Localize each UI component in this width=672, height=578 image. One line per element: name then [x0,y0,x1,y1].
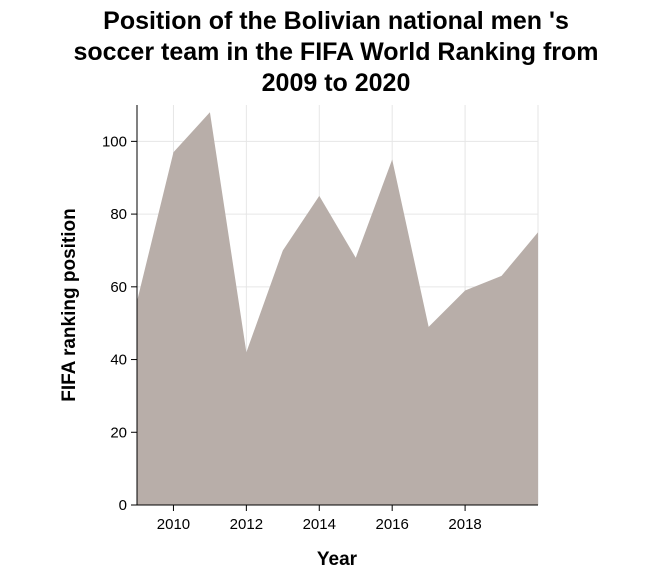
y-tick-label: 100 [102,133,127,150]
chart-title: Position of the Bolivian national men 's… [0,6,672,99]
y-tick-label: 40 [110,352,127,369]
y-tick-label: 0 [119,497,127,514]
axis-layer: 0 20 40 60 80 100 2010 2012 2014 2016 2018 [102,105,538,533]
x-tick-label: 2018 [448,516,481,533]
x-tick-label: 2016 [375,516,408,533]
x-tick-label: 2010 [157,516,190,533]
area-series [137,112,538,505]
chart-title-line-2: soccer team in the FIFA World Ranking fr… [73,38,599,66]
y-tick-label: 60 [110,279,127,296]
y-tick-label: 80 [110,206,127,223]
x-tick-label: 2014 [303,516,336,533]
area-layer [137,112,538,505]
chart-title-line-1: Position of the Bolivian national men 's [103,7,569,35]
x-tick-label: 2012 [230,516,263,533]
y-tick-label: 20 [110,424,127,441]
x-axis-title: Year [317,549,358,570]
chart-title-line-3: 2009 to 2020 [261,69,411,97]
y-axis-title: FIFA ranking position [59,208,80,402]
